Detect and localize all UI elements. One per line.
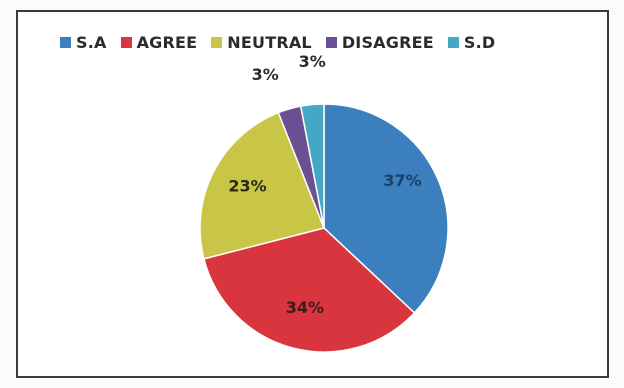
pie-slice-agree [202,227,416,353]
pie-labels: 37% 34% 23% 3% 3% [228,52,421,317]
legend-item-s-a: S.A [60,33,107,52]
pie-slice-s-a [323,103,449,314]
legend-item-disagree: DISAGREE [325,33,434,52]
legend-swatch-s-a [60,37,71,48]
legend-swatch-s-d [447,37,459,48]
pie-label-s-d: 3% [299,52,326,71]
pie-label-neutral: 23% [228,177,266,196]
pie-label-disagree: 3% [252,65,279,84]
legend-label-s-d: S.D [463,33,496,52]
pie-slice-s-d [299,103,325,229]
legend-swatch-neutral [211,37,223,48]
pie-label-agree: 34% [286,298,324,317]
legend-swatch-disagree [325,37,337,48]
legend-label-s-a: S.A [76,33,107,52]
pie-slices [199,103,449,353]
legend-item-agree: AGREE [120,33,198,52]
legend-label-disagree: DISAGREE [341,33,434,52]
legend-label-neutral: NEUTRAL [227,33,312,52]
pie-label-s-a: 37% [383,171,421,190]
pie-slice-neutral [199,111,326,260]
legend-item-s-d: S.D [447,33,496,52]
legend-swatch-agree [120,37,132,48]
chart-legend: S.A AGREE NEUTRAL DISAGREE S.D [60,33,509,52]
legend-label-agree: AGREE [136,33,198,52]
legend-item-neutral: NEUTRAL [211,33,312,52]
